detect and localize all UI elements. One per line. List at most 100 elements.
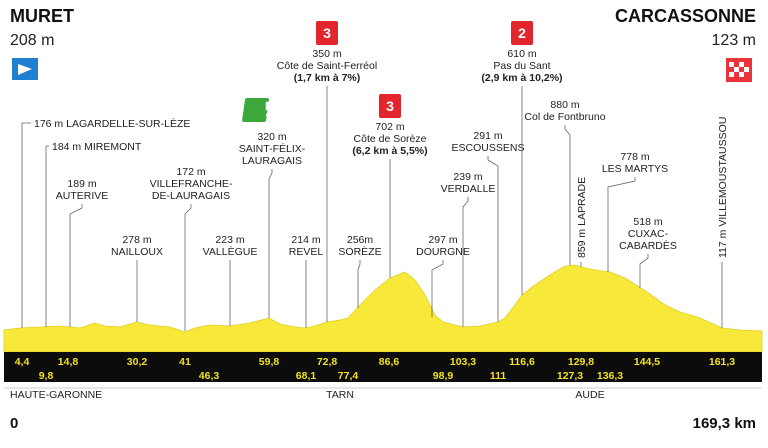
waypoint-label: (2,9 km à 10,2%) <box>481 72 562 84</box>
waypoint: 176 m LAGARDELLE-SUR-LÈZE <box>21 117 190 328</box>
waypoint-label: 859 m LAPRADE <box>576 177 588 258</box>
waypoint-label: 278 m <box>122 234 151 246</box>
waypoint-label: (6,2 km à 5,5%) <box>352 145 427 157</box>
distance-start: 0 <box>10 415 18 432</box>
waypoint-label: 172 m <box>176 166 205 178</box>
waypoint-label: CUXAC- <box>628 228 669 240</box>
waypoint-label: AUTERIVE <box>56 190 109 202</box>
km-marker: 103,3 <box>450 356 476 368</box>
waypoint-label: Col de Fontbruno <box>524 111 605 123</box>
km-marker: 127,3 <box>557 370 583 382</box>
waypoint-label: (1,7 km à 7%) <box>294 72 361 84</box>
waypoint-line <box>431 260 444 317</box>
waypoint-label: NAILLOUX <box>111 246 163 258</box>
waypoint-line <box>69 204 83 327</box>
distance-end: 169,3 km <box>693 415 756 432</box>
sprint-icon <box>242 98 269 122</box>
waypoint-label: 239 m <box>453 171 482 183</box>
km-marker: 9,8 <box>39 370 54 382</box>
region: HAUTE-GARONNE <box>10 389 102 401</box>
waypoint-label: 778 m <box>620 151 649 163</box>
elevation-profile <box>3 264 763 353</box>
finish-altitude: 123 m <box>712 32 756 49</box>
km-marker: 46,3 <box>199 370 220 382</box>
waypoint-label: 297 m <box>428 234 457 246</box>
waypoint-label: CABARDÈS <box>619 239 677 252</box>
waypoint-label: 320 m <box>257 131 286 143</box>
km-marker: 86,6 <box>379 356 400 368</box>
waypoint-label: 880 m <box>550 99 579 111</box>
waypoint-label: 189 m <box>67 178 96 190</box>
climb-category-box <box>379 94 401 118</box>
climb-category-box <box>316 21 338 45</box>
waypoint-line <box>268 169 273 318</box>
climb-category: 3 <box>323 25 331 41</box>
waypoint-line <box>639 254 649 288</box>
region: AUDE <box>575 389 604 401</box>
waypoint: 117 m VILLEMOUSTAUSSOU <box>717 117 729 328</box>
km-band <box>4 352 762 382</box>
waypoint-label: 610 m <box>507 48 536 60</box>
start-altitude: 208 m <box>10 32 54 49</box>
waypoint-label: VILLEFRANCHE- <box>150 178 233 190</box>
waypoint-label: 291 m <box>473 130 502 142</box>
climb-category: 2 <box>518 25 526 41</box>
waypoint-label: 702 m <box>375 121 404 133</box>
finish-flag <box>726 58 752 82</box>
climb-category-box <box>511 21 533 45</box>
finish-name: CARCASSONNE <box>615 6 756 26</box>
waypoint-label: DE-LAURAGAIS <box>152 190 230 202</box>
waypoint-label: 256m <box>347 234 374 246</box>
waypoint-label: VERDALLE <box>441 183 496 195</box>
km-marker: 4,4 <box>15 356 30 368</box>
waypoint-label: 117 m VILLEMOUSTAUSSOU <box>717 117 729 258</box>
waypoint-label: LAURAGAIS <box>242 155 302 167</box>
km-marker: 144,5 <box>634 356 660 368</box>
waypoint-label: Côte de Saint-Ferréol <box>277 60 377 72</box>
km-marker: 30,2 <box>127 356 148 368</box>
waypoint-label: VALLÈGUE <box>203 245 258 258</box>
climb-category: 3 <box>386 98 394 114</box>
waypoint-label: Pas du Sant <box>493 60 550 72</box>
km-marker: 72,8 <box>317 356 338 368</box>
waypoint: 184 m MIREMONT <box>45 141 142 327</box>
km-marker: 77,4 <box>338 370 359 382</box>
km-marker: 59,8 <box>259 356 280 368</box>
waypoint-label: LES MARTYS <box>602 163 668 175</box>
waypoint-line <box>462 197 469 327</box>
waypoint-line <box>184 204 192 331</box>
km-marker: 161,3 <box>709 356 735 368</box>
start-flag <box>12 58 38 80</box>
start-flag-arrow <box>18 64 32 75</box>
km-marker: 41 <box>179 356 191 368</box>
waypoint-label: 350 m <box>312 48 341 60</box>
km-marker: 14,8 <box>58 356 79 368</box>
km-marker: 111 <box>490 370 507 382</box>
waypoint-label: 184 m MIREMONT <box>52 141 142 153</box>
finish-flag-check <box>729 62 749 77</box>
region: TARN <box>326 389 354 401</box>
start-name: MURET <box>10 6 74 26</box>
waypoint-label: DOURGNE <box>416 246 470 258</box>
waypoint-label: ESCOUSSENS <box>452 142 525 154</box>
waypoint-label: Côte de Sorèze <box>354 133 427 145</box>
waypoint: 859 m LAPRADE <box>576 177 588 267</box>
waypoint-line <box>564 125 571 265</box>
sprint-icon-mark <box>265 101 277 117</box>
waypoint-label: SAINT-FÉLIX- <box>239 142 306 155</box>
waypoint-label: 518 m <box>633 216 662 228</box>
km-marker: 129,8 <box>568 356 594 368</box>
